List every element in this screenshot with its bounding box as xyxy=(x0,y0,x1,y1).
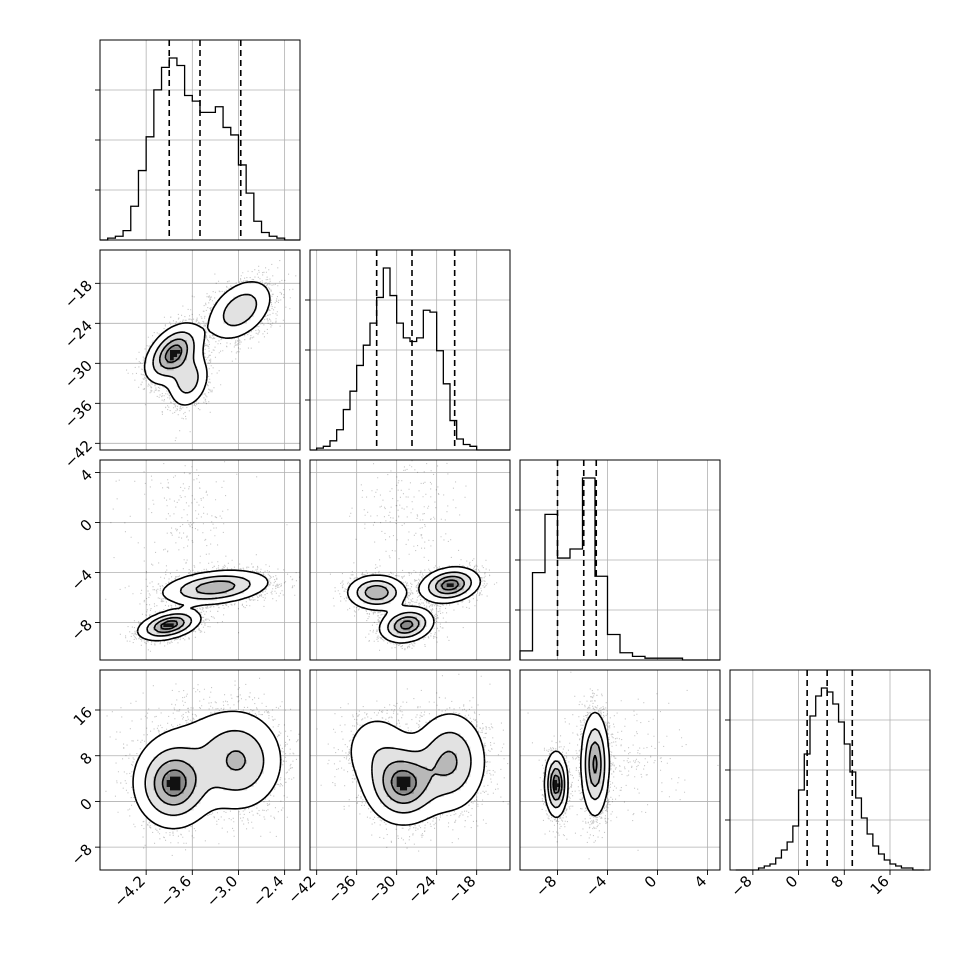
contour-line-2 xyxy=(382,750,458,805)
histogram-panel-3 xyxy=(725,669,931,871)
contour-line-0 xyxy=(350,713,486,826)
contour-line-0 xyxy=(136,569,269,642)
x-tick-label-1-0: −42 xyxy=(284,872,319,907)
density-fill-3 xyxy=(400,580,461,631)
contour-line-1 xyxy=(146,575,251,637)
panel-content xyxy=(520,670,720,870)
y-tick-label-1-1: −36 xyxy=(61,397,96,432)
axes-frame xyxy=(309,459,511,661)
x-tick-label-0-2: −3.0 xyxy=(203,872,241,910)
contour-line-2 xyxy=(153,750,246,806)
density-peak xyxy=(553,780,561,791)
x-tick-label-0-0: −4.2 xyxy=(110,872,148,910)
histogram-panel-1 xyxy=(305,249,511,451)
histogram-bars xyxy=(519,477,720,661)
joint-panel-2-0 xyxy=(99,459,301,661)
contour-line-3 xyxy=(390,769,417,796)
contour-line-1 xyxy=(356,571,473,639)
y-tick-label-1-3: −24 xyxy=(61,317,96,352)
y-tick-label-3-1: 0 xyxy=(77,795,96,814)
axes-frame xyxy=(309,249,511,451)
x-tick-label-2-1: −4 xyxy=(582,872,610,900)
x-tick-label-0-3: −2.4 xyxy=(249,872,287,910)
density-peak xyxy=(396,776,411,791)
y-tick-label-1-2: −30 xyxy=(61,357,96,392)
density-peak xyxy=(166,776,181,791)
x-tick-label-2-3: 4 xyxy=(691,872,710,891)
y-tick-label-2-1: −4 xyxy=(68,566,96,594)
scatter-points xyxy=(105,461,300,652)
histogram-bars xyxy=(735,687,925,871)
contour-line-3 xyxy=(160,620,179,630)
contour-line-2 xyxy=(158,338,189,370)
y-tick-label-1-4: −18 xyxy=(61,277,96,312)
histogram-bars xyxy=(100,57,300,241)
x-tick-label-2-0: −8 xyxy=(532,872,560,900)
density-fill-3 xyxy=(553,756,598,794)
y-tick-label-3-0: −8 xyxy=(68,840,96,868)
contour-line-0 xyxy=(346,565,482,644)
axes-frame xyxy=(99,459,301,661)
x-tick-label-1-2: −30 xyxy=(364,872,399,907)
y-tick-label-1-0: −42 xyxy=(61,437,96,472)
contour-line-3 xyxy=(161,769,187,797)
joint-panel-3-2 xyxy=(519,669,721,871)
joint-panel-1-0 xyxy=(99,249,301,451)
contour-line-0 xyxy=(143,281,271,406)
panel-content xyxy=(310,670,510,870)
contour-line-2 xyxy=(364,575,465,634)
x-tick-label-0-1: −3.6 xyxy=(157,872,195,910)
axes-frame xyxy=(519,459,721,661)
x-tick-label-1-3: −24 xyxy=(404,872,439,907)
x-tick-label-3-0: −8 xyxy=(727,872,755,900)
contour-line-0 xyxy=(132,710,282,830)
density-peak xyxy=(446,583,454,588)
density-peak xyxy=(163,623,174,628)
x-tick-label-1-1: −36 xyxy=(324,872,359,907)
contour-line-1 xyxy=(152,293,258,394)
y-tick-label-2-0: −8 xyxy=(68,616,96,644)
y-tick-label-2-3: 4 xyxy=(77,466,96,485)
x-tick-label-1-4: −18 xyxy=(444,872,479,907)
axes-frame xyxy=(99,39,301,241)
contour-line-1 xyxy=(144,729,265,817)
axes-frame xyxy=(99,669,301,871)
density-fill-1 xyxy=(153,293,258,394)
x-tick-label-2-2: 0 xyxy=(641,872,660,891)
density-peak xyxy=(170,350,181,361)
x-tick-label-3-3: 16 xyxy=(867,872,893,898)
panel-content xyxy=(100,250,300,450)
contour-line-2 xyxy=(549,741,602,801)
axes-frame xyxy=(99,249,301,451)
joint-panel-3-1 xyxy=(309,669,511,871)
histogram-panel-0 xyxy=(95,39,301,241)
histogram-panel-2 xyxy=(515,459,721,661)
histogram-bars xyxy=(310,267,510,451)
panel-content xyxy=(100,460,300,660)
contour-line-1 xyxy=(371,731,472,814)
contour-line-3 xyxy=(399,579,460,630)
axes-frame xyxy=(729,669,931,871)
contour-line-3 xyxy=(552,754,598,795)
axes-frame xyxy=(519,669,721,871)
contour-line-2 xyxy=(153,580,236,634)
joint-panel-2-1 xyxy=(309,459,511,661)
x-tick-label-3-2: 8 xyxy=(828,872,847,891)
contour-line-0 xyxy=(543,711,611,819)
y-tick-label-2-2: 0 xyxy=(77,516,96,535)
contour-line-1 xyxy=(547,728,606,809)
joint-panel-3-0 xyxy=(99,669,301,871)
panel-content xyxy=(310,460,510,660)
y-tick-label-3-3: 16 xyxy=(70,703,96,729)
y-tick-label-3-2: 8 xyxy=(77,749,96,768)
axes-frame xyxy=(309,669,511,871)
contour-line-3 xyxy=(164,344,183,364)
panel-content xyxy=(100,670,300,870)
x-tick-label-3-1: 0 xyxy=(782,872,801,891)
